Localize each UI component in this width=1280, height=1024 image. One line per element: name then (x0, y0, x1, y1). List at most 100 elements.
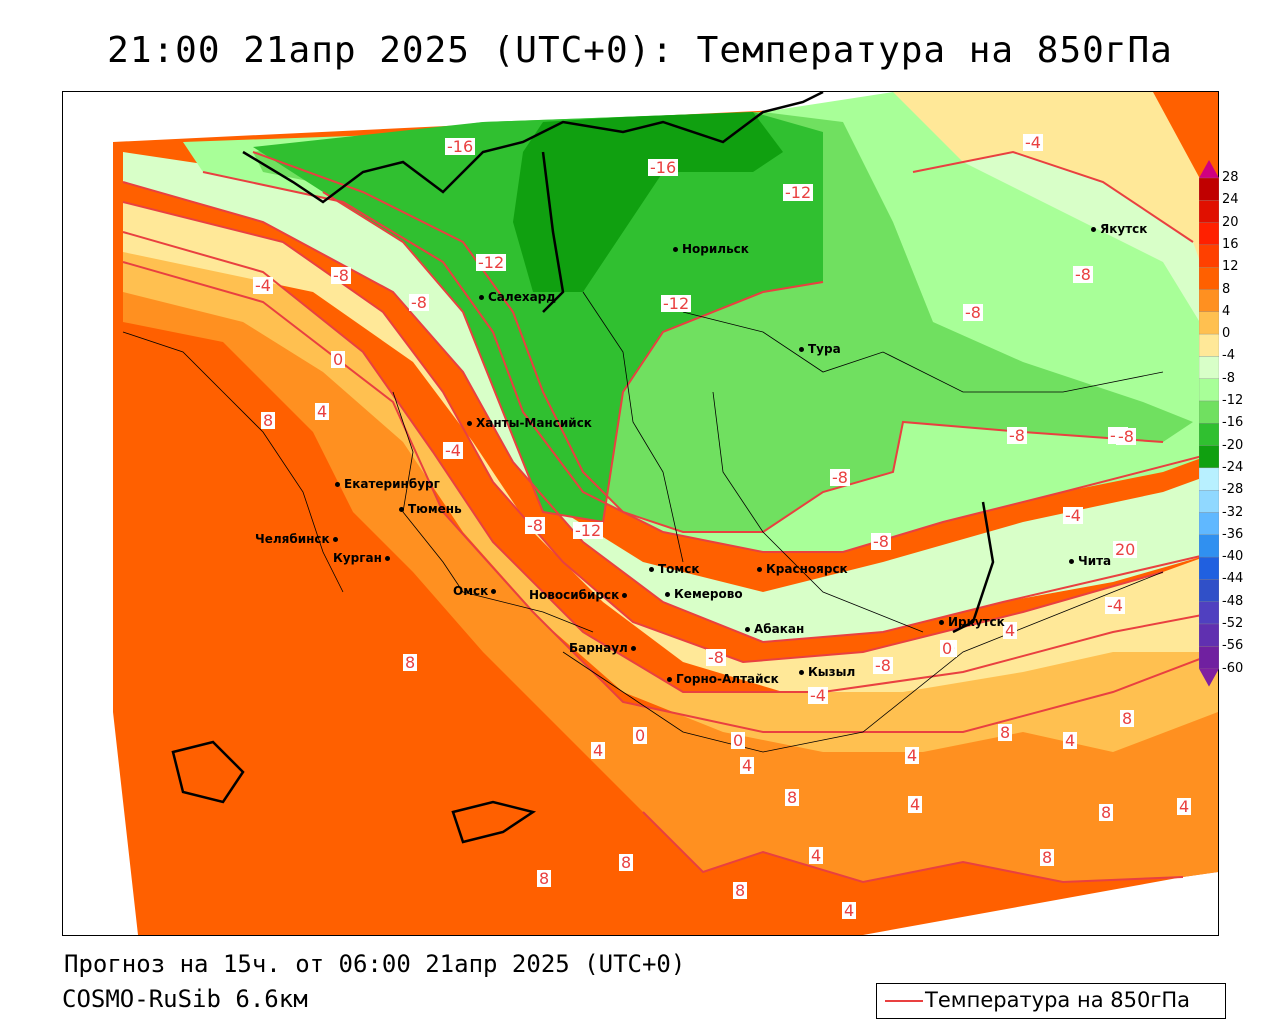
isoline-label: 8 (1040, 848, 1055, 867)
city-label: Барнаул (569, 641, 640, 655)
colorbar-cell (1199, 579, 1219, 602)
city-label: Екатеринбург (335, 477, 440, 491)
colorbar-tick-label: -24 (1222, 459, 1244, 475)
isoline-label: -8 (830, 468, 850, 487)
page-title: 21:00 21апр 2025 (UTC+0): Температура на… (107, 30, 1173, 71)
region-borders (122, 291, 1164, 753)
colorbar-tick-label: -52 (1222, 616, 1244, 631)
isoline-label: 0 (331, 350, 346, 369)
city-label: Кызыл (799, 665, 855, 679)
isoline-label: -12 (573, 521, 604, 540)
city-label: Челябинск (255, 532, 342, 546)
colorbar-cell (1199, 467, 1219, 491)
city-dot-icon (799, 347, 804, 352)
isoline-label: -4 (808, 686, 828, 705)
isoline-label: -8 (409, 293, 429, 312)
isoline-label: 4 (315, 402, 330, 421)
isoline-label: -8 (1073, 265, 1093, 284)
colorbar-cell (1199, 356, 1219, 379)
city-dot-icon (622, 593, 628, 598)
colorbar-tick-label: -56 (1222, 638, 1244, 654)
isoline-label: 4 (1177, 797, 1192, 816)
colorbar-cell (1199, 378, 1219, 402)
isoline-label: -12 (476, 253, 507, 272)
city-label: Якутск (1091, 222, 1147, 236)
colorbar-tick-label: -44 (1222, 571, 1244, 587)
city-dot-icon (745, 627, 750, 632)
colorbar-cell (1199, 333, 1219, 357)
city-label: Салехард (479, 290, 556, 304)
isoline-label: -8 (331, 266, 351, 285)
colorbar-cell (1199, 445, 1219, 469)
city-label: Ханты-Мансийск (467, 416, 592, 430)
legend: Температура на 850гПа (876, 983, 1226, 1019)
colorbar-cell (1199, 222, 1219, 246)
city-dot-icon (335, 482, 340, 487)
colorbar-top-arrow (1199, 160, 1219, 178)
isoline-label: -8 (873, 656, 893, 675)
colorbar-cell (1199, 289, 1219, 312)
model-text: COSMO-RuSib 6.6км (62, 985, 308, 1013)
city-label: Абакан (745, 622, 804, 636)
isoline-label: 20 (1113, 540, 1138, 559)
isoline-label: 8 (1120, 709, 1135, 728)
city-dot-icon (491, 589, 497, 594)
colorbar-tick-label: 4 (1222, 303, 1231, 319)
city-dot-icon (665, 592, 670, 597)
city-dot-icon (649, 567, 654, 572)
city-dot-icon (1091, 227, 1096, 232)
colorbar-cell (1199, 244, 1219, 268)
city-dot-icon (332, 537, 338, 542)
colorbar-tick-label: -28 (1222, 482, 1244, 498)
isoline-label: 4 (591, 741, 606, 760)
colorbar-tick-label: 24 (1222, 192, 1239, 208)
isoline-label: 4 (1063, 731, 1078, 750)
colorbar-cell (1199, 601, 1219, 625)
map-layers (113, 92, 1218, 935)
city-label: Новосибирск (529, 588, 631, 602)
colorbar-tick-label: -60 (1222, 660, 1244, 676)
city-dot-icon (667, 677, 672, 682)
isoline-label: -8 (1116, 427, 1136, 446)
isoline-label: 4 (1003, 621, 1018, 640)
colorbar-tick-label: 16 (1222, 236, 1239, 252)
city-dot-icon (799, 670, 804, 675)
colorbar-tick-label: -16 (1222, 415, 1244, 431)
city-label: Тюмень (399, 502, 462, 516)
isoline-label: 0 (731, 731, 746, 750)
isoline-label: 8 (1099, 803, 1114, 822)
city-label: Тура (799, 342, 841, 356)
isoline-label: 4 (809, 846, 824, 865)
temperature-map: -16 -16 -12 -12 -12 -4 -8 -8 -8 -8 -8 -8… (62, 91, 1219, 936)
isoline-label: 4 (905, 746, 920, 765)
city-label: Горно-Алтайск (667, 672, 779, 686)
colorbar-tick-label: 0 (1222, 326, 1231, 342)
zone-pale-green (123, 152, 1218, 642)
isoline-label: -4 (1063, 506, 1083, 525)
zone-orange-light (123, 232, 1218, 752)
isoline-label: -4 (253, 276, 273, 295)
colorbar-tick-label: 8 (1222, 281, 1231, 297)
colorbar-cell (1199, 646, 1219, 669)
city-label: Омск (453, 584, 500, 598)
isoline-label: 0 (940, 639, 955, 658)
colorbar-cell (1199, 423, 1219, 446)
colorbar-tick-label: -48 (1222, 593, 1244, 609)
city-dot-icon (673, 247, 678, 252)
colorbar-tick-label: 28 (1222, 170, 1239, 185)
isoline-label: 8 (998, 723, 1013, 742)
zone-mid-green (253, 112, 823, 522)
zone-dark-green (513, 112, 783, 292)
colorbar-cell (1199, 512, 1219, 535)
city-dot-icon (757, 567, 762, 572)
isoline-label: -8 (706, 648, 726, 667)
isoline-label: 4 (842, 901, 857, 920)
city-label: Курган (333, 551, 394, 565)
colorbar-tick-label: -32 (1222, 504, 1244, 520)
colorbar-cell (1199, 400, 1219, 424)
city-dot-icon (479, 295, 484, 300)
colorbar-cell (1199, 200, 1219, 223)
isoline-label: -8 (1007, 426, 1027, 445)
colorbar-tick-label: -36 (1222, 526, 1244, 542)
city-dot-icon (939, 620, 944, 625)
